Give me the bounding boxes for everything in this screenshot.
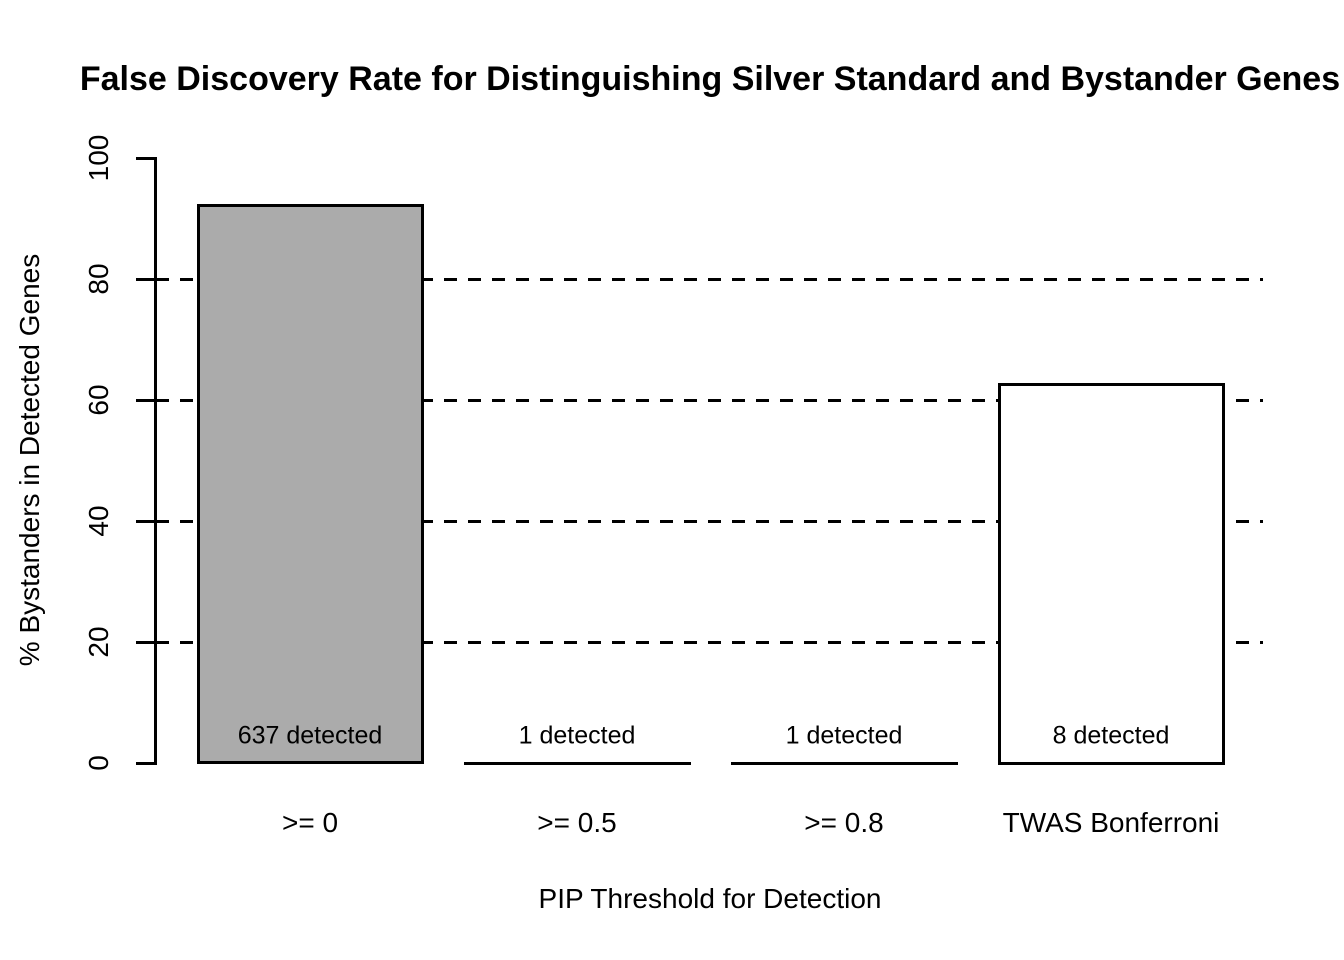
y-tick-60 [136, 398, 156, 402]
y-tick-100 [136, 156, 156, 160]
bar-count-label-3: 8 detected [1052, 721, 1170, 750]
bar-3 [997, 383, 1225, 765]
bar-count-label-1: 1 detected [518, 721, 636, 750]
gridline-60 [156, 398, 1263, 402]
gridline-40 [156, 519, 1263, 523]
y-tick-label-40: 40 [83, 505, 114, 537]
y-tick-40 [136, 519, 156, 523]
chart-title: False Discovery Rate for Distinguishing … [79, 60, 1341, 98]
category-label-0: >= 0 [281, 807, 339, 838]
x-axis-title: PIP Threshold for Detection [538, 883, 882, 914]
y-tick-label-80: 80 [83, 263, 114, 295]
bar-count-label-2: 1 detected [785, 721, 903, 750]
y-tick-label-0: 0 [83, 755, 114, 771]
y-tick-80 [136, 277, 156, 281]
y-tick-0 [136, 761, 156, 765]
y-tick-label-60: 60 [83, 384, 114, 416]
y-axis-title: % Bystanders in Detected Genes [14, 253, 45, 667]
bar-0 [196, 203, 424, 765]
y-tick-20 [136, 640, 156, 644]
category-label-2: >= 0.8 [804, 807, 884, 838]
category-label-3: TWAS Bonferroni [1002, 807, 1220, 838]
bar-count-label-0: 637 detected [237, 721, 383, 750]
y-tick-label-20: 20 [83, 626, 114, 658]
y-axis-line [153, 156, 157, 765]
y-tick-label-100: 100 [83, 134, 114, 182]
gridline-80 [156, 277, 1263, 281]
gridline-20 [156, 640, 1263, 644]
category-label-1: >= 0.5 [537, 807, 617, 838]
bar-2 [730, 761, 958, 765]
bar-1 [463, 761, 691, 765]
